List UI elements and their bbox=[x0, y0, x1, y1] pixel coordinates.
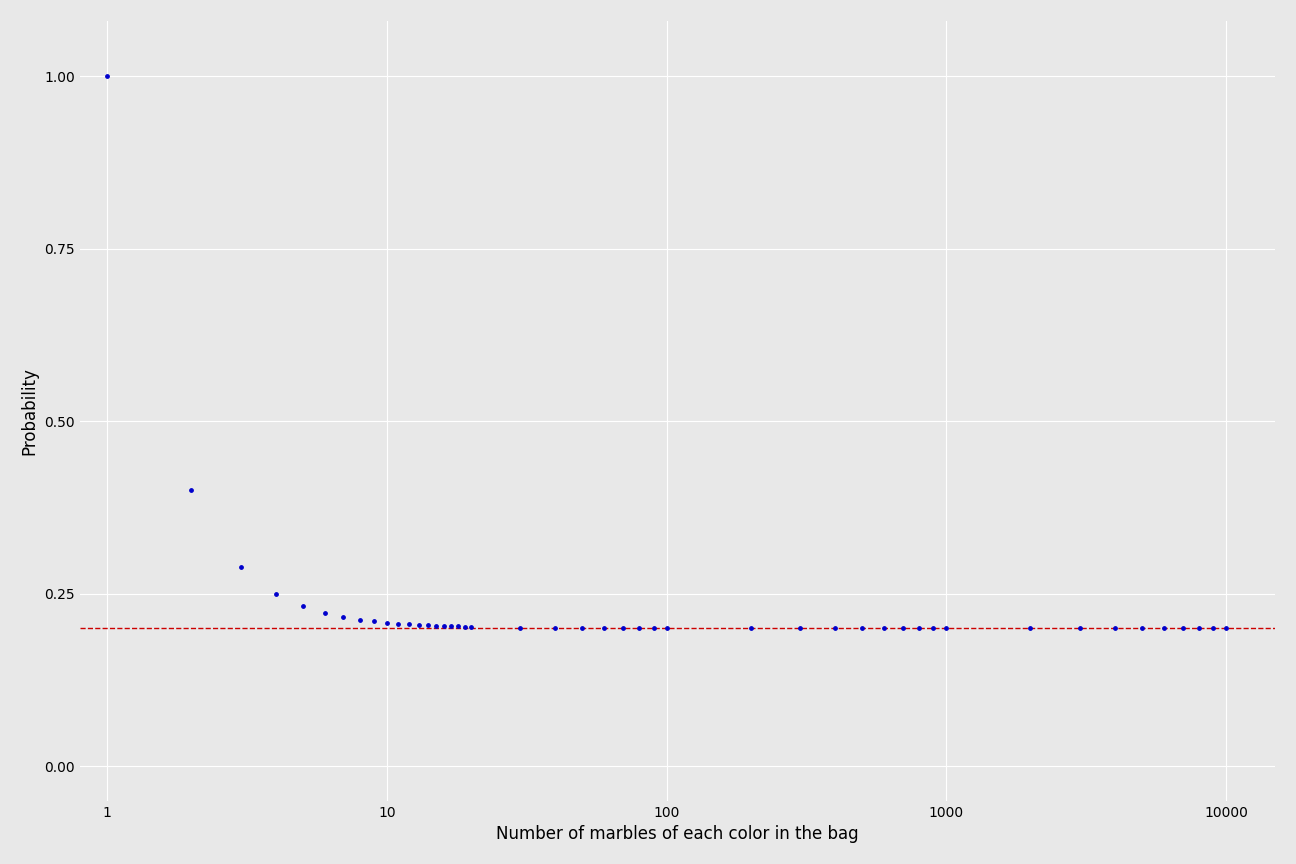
Point bbox=[399, 618, 420, 632]
Point bbox=[874, 621, 894, 635]
Point bbox=[936, 621, 956, 635]
Point bbox=[408, 618, 429, 632]
Point bbox=[851, 621, 872, 635]
Point bbox=[643, 621, 664, 635]
Point bbox=[315, 606, 336, 619]
Point bbox=[1188, 621, 1209, 635]
Point bbox=[376, 616, 397, 630]
Point bbox=[292, 600, 312, 613]
Point bbox=[460, 619, 481, 633]
Point bbox=[594, 621, 614, 635]
Point bbox=[1172, 621, 1192, 635]
Point bbox=[231, 560, 251, 574]
Point bbox=[1203, 621, 1223, 635]
Point bbox=[1153, 621, 1174, 635]
Point bbox=[434, 619, 455, 633]
Point bbox=[824, 621, 845, 635]
Point bbox=[266, 587, 286, 600]
Point bbox=[893, 621, 914, 635]
Point bbox=[1216, 621, 1236, 635]
Point bbox=[417, 619, 438, 632]
Point bbox=[1131, 621, 1152, 635]
Y-axis label: Probability: Probability bbox=[21, 367, 39, 454]
Point bbox=[908, 621, 929, 635]
Point bbox=[923, 621, 943, 635]
Point bbox=[629, 621, 649, 635]
Point bbox=[1104, 621, 1125, 635]
Point bbox=[740, 621, 761, 635]
Point bbox=[656, 621, 677, 635]
Point bbox=[544, 621, 565, 635]
Point bbox=[425, 619, 446, 632]
Point bbox=[388, 617, 408, 631]
X-axis label: Number of marbles of each color in the bag: Number of marbles of each color in the b… bbox=[496, 825, 859, 843]
Point bbox=[333, 610, 354, 624]
Point bbox=[97, 69, 118, 83]
Point bbox=[613, 621, 634, 635]
Point bbox=[350, 613, 371, 626]
Point bbox=[364, 614, 385, 628]
Point bbox=[1020, 621, 1041, 635]
Point bbox=[509, 620, 530, 634]
Point bbox=[441, 619, 461, 633]
Point bbox=[455, 619, 476, 633]
Point bbox=[789, 621, 810, 635]
Point bbox=[181, 483, 202, 497]
Point bbox=[572, 621, 592, 635]
Point bbox=[448, 619, 469, 633]
Point bbox=[1069, 621, 1090, 635]
